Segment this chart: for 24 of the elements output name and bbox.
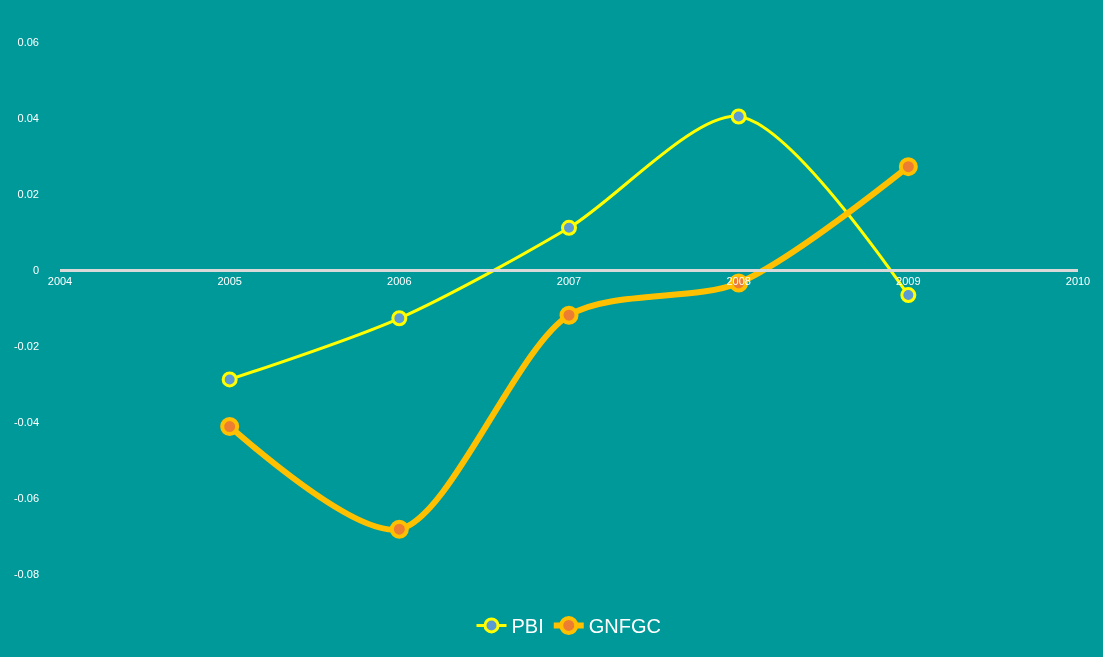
point: [221, 371, 238, 388]
y-tick-label: 0.02: [17, 187, 39, 200]
point: [900, 287, 917, 304]
y-tick-label: 0.06: [17, 35, 39, 48]
x-tick-label: 2004: [47, 275, 73, 288]
point: [389, 519, 409, 539]
y-tick-label: -0.08: [13, 567, 39, 580]
x-tick-label: 2005: [217, 275, 242, 288]
x-tick-label: 2010: [1065, 275, 1091, 288]
y-tick-label: 0: [32, 263, 39, 276]
legend-label: PBI: [511, 615, 544, 638]
point: [559, 305, 579, 325]
point: [898, 157, 918, 177]
point: [730, 108, 747, 125]
y-tick-label: -0.02: [13, 339, 39, 352]
y-tick-label: 0.04: [17, 111, 39, 124]
point: [391, 310, 408, 327]
point: [220, 417, 240, 437]
x-tick-label: 2006: [387, 275, 412, 288]
y-tick-label: -0.06: [13, 491, 39, 504]
y-tick-label: -0.04: [13, 415, 39, 428]
legend-label: GNFGC: [588, 615, 661, 638]
point: [561, 219, 577, 236]
x-tick-label: 2007: [556, 275, 582, 288]
